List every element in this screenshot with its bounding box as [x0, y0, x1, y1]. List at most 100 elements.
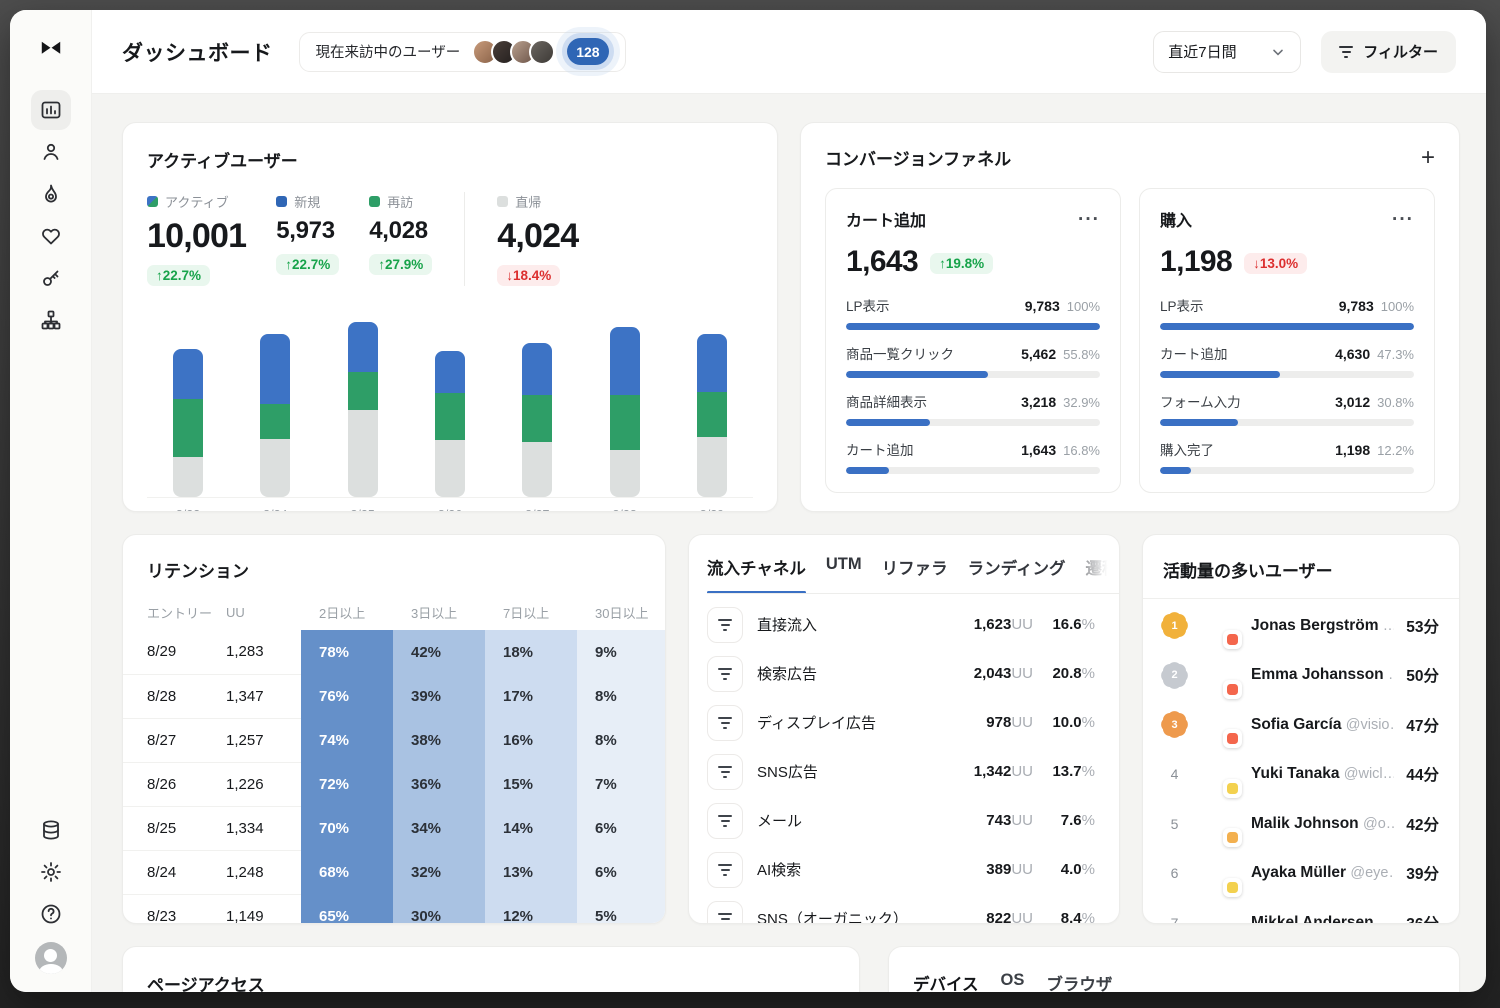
sidebar-item-data[interactable]	[31, 810, 71, 850]
active-minutes: 44分	[1406, 767, 1439, 785]
bar-group[interactable]	[696, 334, 727, 497]
user-row[interactable]: 4 Yuki Tanaka @wicl… 44分	[1163, 750, 1439, 800]
bar-segment-再訪	[609, 395, 640, 450]
funnel-step: カート追加 1,643 16.8%	[846, 439, 1100, 474]
user-row[interactable]: 7 Mikkel Andersen … 36分	[1163, 898, 1439, 923]
filter-icon	[707, 655, 743, 692]
channel-row[interactable]: メール 743UU 7.6%	[707, 796, 1095, 845]
column-header: 3日以上	[411, 605, 458, 621]
table-cell: 6%	[577, 806, 665, 850]
legend-marker-icon	[147, 196, 158, 207]
channel-percent: 4.0%	[1060, 861, 1095, 878]
funnel-step-value: 3,012	[1335, 394, 1371, 410]
bar-group[interactable]	[522, 343, 553, 497]
app-badge-icon	[1223, 729, 1242, 749]
sidebar-item-users[interactable]	[31, 132, 71, 172]
stacked-bar[interactable]	[522, 343, 553, 497]
stacked-bar[interactable]	[609, 327, 640, 497]
table-cell: 8/26	[123, 762, 226, 807]
device-tab[interactable]: ブラウザ	[1046, 976, 1113, 992]
funnel-step-percent: 16.8%	[1063, 443, 1100, 458]
stacked-bar[interactable]	[696, 334, 727, 497]
sidebar-item-help[interactable]	[31, 894, 71, 934]
device-card: デバイス OS ブラウザ	[888, 946, 1460, 992]
date-range-select[interactable]: 直近7日間	[1153, 30, 1302, 73]
funnel-step-label: カート追加	[1160, 347, 1228, 362]
bar-segment-直帰	[696, 437, 727, 497]
stat-value: 4,024	[497, 217, 579, 255]
channel-row[interactable]: AI検索 389UU 4.0%	[707, 845, 1095, 894]
channel-row[interactable]: 検索広告 2,043UU 20.8%	[707, 649, 1095, 698]
channel-tab[interactable]: 流入チャネル	[707, 555, 806, 593]
channel-row[interactable]: 直接流入 1,623UU 16.6%	[707, 600, 1095, 649]
sidebar-item-dashboard[interactable]	[30, 90, 71, 130]
bar-group[interactable]	[434, 351, 465, 497]
bar-group[interactable]	[260, 334, 291, 497]
channel-row[interactable]: ディスプレイ広告 978UU 10.0%	[707, 698, 1095, 747]
stacked-bar[interactable]	[173, 349, 203, 497]
column-header: 2日以上	[319, 605, 366, 621]
filter-icon	[707, 606, 743, 643]
bar-group[interactable]	[609, 327, 640, 497]
sidebar-item-settings[interactable]	[31, 852, 71, 892]
user-row[interactable]: 1 Jonas Bergström … 53分	[1163, 601, 1439, 651]
funnel-step-value: 9,783	[1338, 298, 1374, 314]
column-header: 30日以上	[595, 605, 649, 621]
legend-marker-icon	[369, 196, 381, 207]
more-menu-icon[interactable]: ···	[1392, 208, 1414, 230]
funnel-delta-badge: ↓13.0%	[1244, 252, 1308, 274]
table-cell: 1,257	[226, 718, 301, 763]
filter-icon	[707, 851, 743, 888]
user-row[interactable]: 3 Sofia García @visio… 47分	[1163, 700, 1439, 750]
active-minutes: 36分	[1406, 912, 1439, 923]
channel-row[interactable]: SNS（オーガニック） 822UU 8.4%	[707, 894, 1095, 923]
stacked-bar[interactable]	[260, 334, 291, 497]
funnel-step-value: 1,198	[1335, 442, 1371, 458]
bar-segment-新規	[522, 343, 553, 395]
bar-group[interactable]	[347, 322, 378, 497]
user-avatar[interactable]	[34, 942, 67, 974]
bar-group[interactable]	[173, 349, 203, 497]
retention-card: リテンション エントリー UU 2日以上 3日以上 7日以上 30日以上 8/29 1,28…	[122, 534, 666, 924]
user-handle: @visio…	[1345, 716, 1394, 733]
stat-block: 再訪 4,028 ↑27.9%	[369, 192, 433, 275]
channel-list: 直接流入 1,623UU 16.6% 検索広告 2,043UU 20.8% ディスプレイ広告…	[707, 594, 1119, 923]
filter-button[interactable]: フィルター	[1321, 30, 1456, 73]
sidebar-item-trending[interactable]	[31, 174, 71, 214]
stacked-bar[interactable]	[434, 351, 465, 497]
user-row[interactable]: 2 Emma Johansson … 50分	[1163, 651, 1439, 701]
device-tab[interactable]: OS	[1000, 971, 1025, 989]
funnel-step-value: 1,643	[1021, 442, 1057, 458]
user-row[interactable]: 5 Malik Johnson @o… 42分	[1163, 799, 1439, 849]
add-funnel-button[interactable]: +	[1420, 143, 1435, 171]
bar-segment-直帰	[522, 442, 553, 497]
device-tab[interactable]: デバイス	[913, 976, 979, 992]
stacked-bar[interactable]	[347, 322, 378, 497]
more-menu-icon[interactable]: ···	[1078, 208, 1100, 230]
table-cell: 72%	[301, 762, 393, 806]
user-row[interactable]: 6 Ayaka Müller @eye… 39分	[1163, 849, 1439, 899]
channel-tab[interactable]: 遷移	[1085, 560, 1119, 578]
dashboard-content: アクティブユーザー アクティブ 10,001 ↑22.7% 新規 5,973 ↑22.7%…	[92, 94, 1486, 992]
channel-label: 検索広告	[757, 666, 818, 683]
progress-track	[846, 371, 1100, 378]
active-minutes: 42分	[1406, 816, 1439, 834]
axis-tick-label: 8/29	[697, 508, 727, 511]
channel-percent: 13.7%	[1052, 763, 1095, 780]
active-minutes: 53分	[1406, 618, 1439, 636]
stat-legend: 新規	[276, 192, 339, 211]
sidebar-item-access-keys[interactable]	[31, 258, 71, 298]
current-visitors-pill[interactable]: 現在来訪中のユーザー 128	[298, 31, 626, 72]
channel-tab[interactable]: ランディング	[967, 560, 1066, 578]
channel-row[interactable]: SNS広告 1,342UU 13.7%	[707, 747, 1095, 796]
channel-tab[interactable]: UTM	[825, 555, 862, 573]
app-badge-icon	[1223, 630, 1242, 650]
funnel-step-percent: 12.2%	[1377, 443, 1414, 458]
sidebar-item-sitemap[interactable]	[31, 300, 71, 340]
rank-number: 6	[1170, 865, 1179, 882]
funnel-step: 商品詳細表示 3,218 32.9%	[846, 391, 1100, 426]
channel-tab[interactable]: リファラ	[881, 560, 948, 578]
funnel-step-label: カート追加	[846, 443, 914, 458]
sidebar-item-favorites[interactable]	[31, 216, 71, 256]
app-badge-icon	[1223, 778, 1242, 798]
